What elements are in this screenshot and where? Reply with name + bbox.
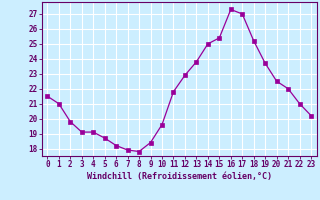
X-axis label: Windchill (Refroidissement éolien,°C): Windchill (Refroidissement éolien,°C) [87,172,272,181]
